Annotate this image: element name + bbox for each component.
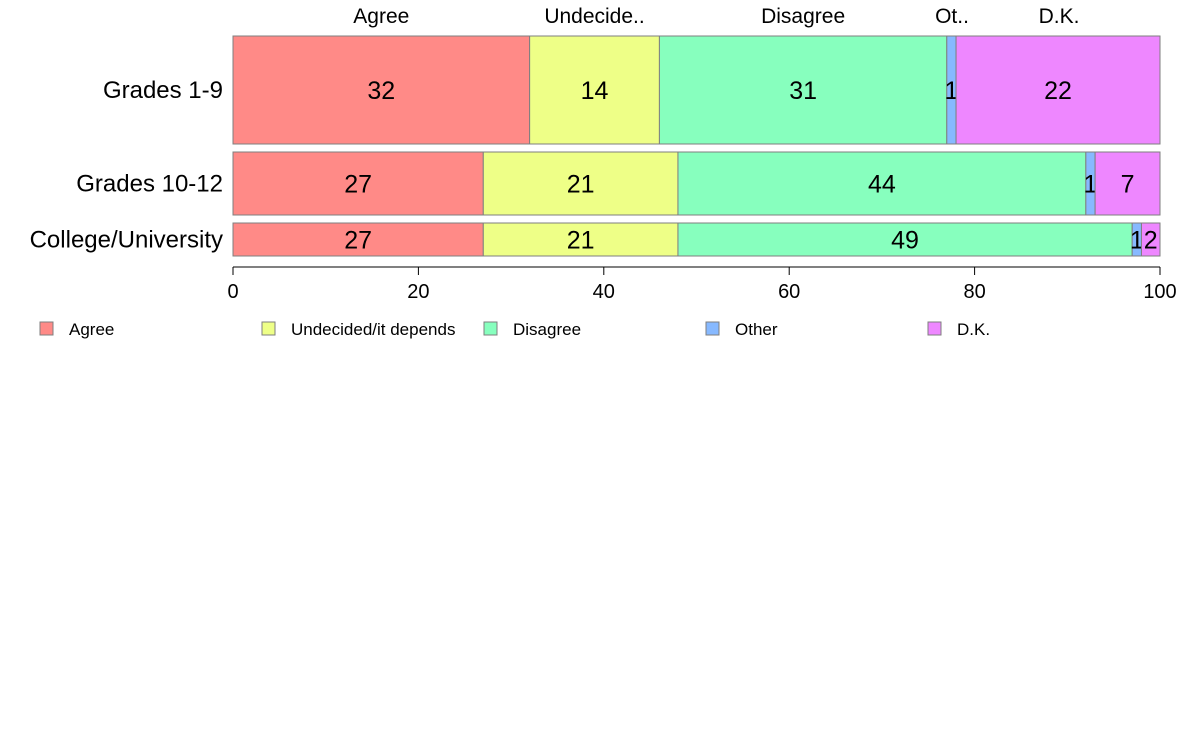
top-label-other: Ot.. [935,5,969,28]
category-label-grades-1-9: Grades 1-9 [103,77,223,104]
x-tick-label: 40 [593,281,615,303]
bar-grades-1-9-undecided-it-depends [529,35,660,145]
legend-label-agree: Agree [69,320,114,339]
legend-label-undecided-it-depends: Undecided/it depends [291,320,455,339]
bar-value-label: 49 [891,227,919,255]
x-tick-label: 80 [963,281,985,303]
x-tick-label: 60 [778,281,800,303]
bar-college-university-disagree [677,222,1133,257]
bar-grades-10-12-d-k [1094,151,1161,216]
bar-value-label: 1 [944,77,958,105]
legend-swatch-d-k [927,321,942,336]
bar-value-label: 32 [367,77,395,105]
bar-value-label: 44 [868,171,896,199]
top-label-agree: Agree [353,5,409,28]
legend-swatch-undecided-it-depends [261,321,276,336]
bar-value-label: 31 [789,77,817,105]
x-tick-label: 20 [407,281,429,303]
bar-value-label: 2 [1144,227,1158,255]
bar-value-label: 22 [1044,77,1072,105]
bar-college-university-undecided-it-depends [482,222,679,257]
top-label-undecided-it-depends: Undecide.. [544,5,644,28]
x-tick-label: 100 [1143,281,1176,303]
x-axis: 0 20 40 60 80 100 [227,266,1177,303]
legend-swatch-agree [39,321,54,336]
legend: Agree Undecided/it depends Disagree Other D.… [39,320,990,339]
bar-grades-10-12-undecided-it-depends [482,151,679,216]
bar-value-label: 1 [1130,227,1144,255]
bar-value-label: 1 [1084,171,1098,199]
x-tick-label: 0 [227,281,238,303]
legend-label-disagree: Disagree [513,320,581,339]
top-series-labels: Agree Undecide.. Disagree Ot.. D.K. [353,5,1079,28]
category-label-college-university: College/University [30,227,223,254]
category-label-grades-10-12: Grades 10-12 [76,171,223,198]
bar-value-label: 14 [581,77,609,105]
bar-college-university-d-k [1140,222,1161,257]
bar-value-label: 27 [344,171,372,199]
bar-grades-10-12-agree [232,151,484,216]
bar-value-label: 27 [344,227,372,255]
category-labels: Grades 1-9 Grades 10-12 College/University [30,77,223,254]
bar-value-label: 21 [567,171,595,199]
bar-grades-10-12-disagree [677,151,1087,216]
legend-swatch-disagree [483,321,498,336]
top-label-d-k: D.K. [1039,5,1080,28]
bar-value-label: 21 [567,227,595,255]
legend-label-other: Other [735,320,778,339]
bar-grades-1-9-disagree [658,35,948,145]
legend-label-d-k: D.K. [957,320,990,339]
legend-swatch-other [705,321,720,336]
top-label-disagree: Disagree [761,5,845,28]
bar-grades-1-9-agree [232,35,531,145]
bar-grades-1-9-d-k [955,35,1161,145]
bar-value-label: 7 [1121,171,1135,199]
